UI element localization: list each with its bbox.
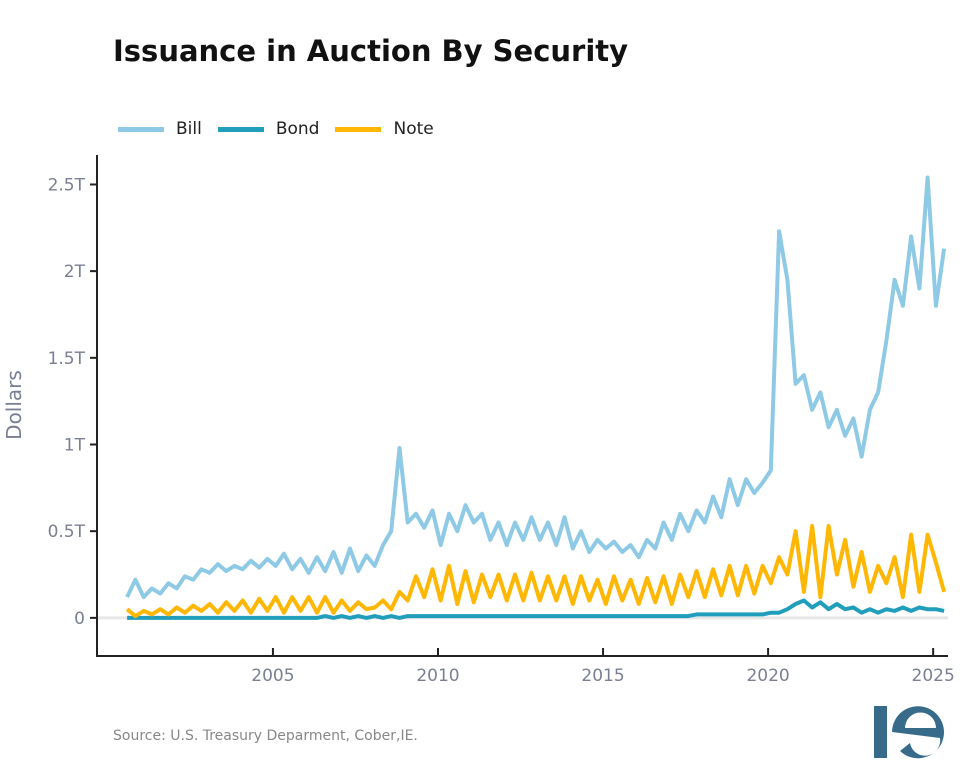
x-tick-label: 2020 xyxy=(746,666,789,686)
legend-swatch-bond xyxy=(217,126,264,132)
chart-plot: 0 0.5T 1T 1.5T 2T 2.5T 2005 2010 2015 2020 2025 D… xyxy=(2,155,955,686)
legend-item-note[interactable]: Note xyxy=(335,119,434,139)
y-ticks: 0 0.5T 1T 1.5T 2T 2.5T xyxy=(48,175,97,629)
series-line-bill xyxy=(125,175,947,600)
y-tick-label: 2T xyxy=(64,262,86,282)
legend-label-note: Note xyxy=(393,119,434,139)
legend-item-bill[interactable]: Bill xyxy=(118,119,202,139)
x-ticks: 2005 2010 2015 2020 2025 xyxy=(251,648,955,686)
chart-title: Issuance in Auction By Security xyxy=(113,34,629,68)
x-tick-label: 2025 xyxy=(912,666,955,686)
series-line-note xyxy=(125,524,947,619)
series-line-bond xyxy=(127,598,945,620)
y-tick-label: 1T xyxy=(64,436,86,456)
legend: Bill Bond Note xyxy=(118,119,450,139)
y-axis-label: Dollars xyxy=(2,370,26,440)
legend-label-bond: Bond xyxy=(275,119,320,139)
legend-swatch-note xyxy=(335,126,382,132)
legend-item-bond[interactable]: Bond xyxy=(217,119,320,139)
y-tick-label: 1.5T xyxy=(48,349,86,369)
source-note: Source: U.S. Treasury Deparment, Cober,I… xyxy=(113,728,418,744)
legend-swatch-bill xyxy=(118,126,164,132)
x-tick-label: 2005 xyxy=(251,666,294,686)
legend-label-bill: Bill xyxy=(176,119,202,139)
x-tick-label: 2015 xyxy=(581,666,624,686)
y-tick-label: 2.5T xyxy=(48,175,86,195)
series-layer xyxy=(125,175,947,620)
y-tick-label: 0 xyxy=(74,609,85,629)
y-tick-label: 0.5T xyxy=(48,522,86,542)
ie-logo xyxy=(874,706,944,759)
x-tick-label: 2010 xyxy=(416,666,459,686)
